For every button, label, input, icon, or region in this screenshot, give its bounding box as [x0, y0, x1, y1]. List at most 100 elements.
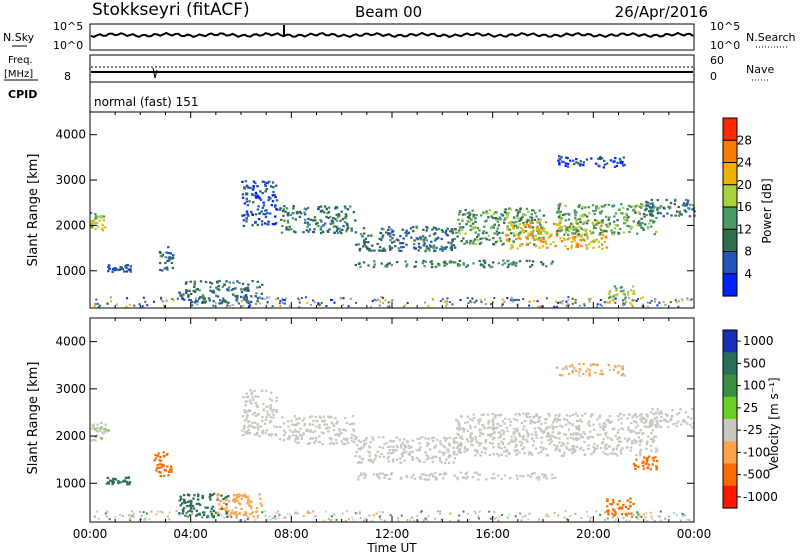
echo-cell — [527, 433, 530, 436]
echo-cell — [543, 473, 547, 476]
echo-cell — [257, 296, 260, 299]
echo-cell — [576, 222, 579, 225]
echo-cell — [669, 201, 673, 205]
ground-scatter-cell — [272, 517, 275, 519]
echo-cell — [492, 472, 495, 475]
echo-cell — [582, 228, 586, 231]
ground-scatter-cell — [690, 298, 693, 301]
echo-cell — [492, 446, 495, 449]
echo-cell — [256, 426, 259, 429]
echo-cell — [455, 441, 458, 444]
echo-cell — [641, 204, 645, 207]
echo-cell — [303, 422, 306, 426]
echo-cell — [171, 266, 175, 270]
echo-cell — [244, 180, 248, 183]
ground-scatter-cell — [109, 296, 112, 299]
echo-cell — [560, 217, 563, 220]
freq-label: Freq. — [8, 55, 33, 66]
echo-cell — [539, 228, 542, 231]
echo-cell — [317, 441, 321, 444]
echo-cell — [366, 247, 369, 250]
echo-cell — [242, 434, 245, 437]
echo-cell — [353, 435, 356, 438]
echo-cell — [427, 457, 430, 460]
echo-cell — [321, 209, 324, 212]
echo-cell — [297, 430, 300, 433]
echo-cell — [563, 233, 566, 236]
echo-cell — [440, 229, 444, 232]
ground-scatter-cell — [528, 304, 531, 307]
echo-cell — [616, 454, 619, 457]
echo-cell — [386, 262, 390, 266]
echo-cell — [521, 243, 524, 246]
echo-cell — [178, 512, 181, 515]
echo-cell — [635, 432, 638, 435]
echo-cell — [513, 234, 516, 237]
echo-cell — [620, 374, 623, 377]
echo-cell — [444, 261, 447, 264]
colorbar-tick-label: -100 — [743, 445, 770, 459]
echo-cell — [389, 452, 393, 455]
echo-cell — [597, 207, 600, 210]
echo-cell — [392, 445, 395, 448]
echo-cell — [259, 502, 262, 505]
echo-cell — [246, 286, 250, 289]
echo-cell — [294, 218, 297, 221]
echo-cell — [623, 216, 626, 219]
echo-cell — [334, 438, 338, 442]
echo-cell — [313, 430, 317, 433]
echo-cell — [466, 212, 470, 215]
echo-cell — [236, 297, 239, 300]
echo-cell — [185, 281, 188, 284]
echo-cell — [402, 448, 405, 451]
echo-cell — [596, 363, 599, 366]
ground-scatter-cell — [434, 517, 436, 520]
echo-cell — [261, 429, 265, 432]
echo-cell — [239, 503, 242, 506]
echo-cell — [528, 234, 531, 237]
ground-scatter-cell — [185, 511, 188, 514]
ground-scatter-cell — [187, 515, 190, 518]
echo-cell — [354, 219, 357, 222]
echo-cell — [472, 226, 475, 229]
echo-cell — [497, 431, 500, 434]
echo-cell — [345, 421, 348, 424]
echo-cell — [473, 238, 477, 241]
echo-cell — [220, 494, 223, 497]
echo-cell — [479, 418, 482, 421]
echo-cell — [254, 295, 257, 298]
echo-cell — [423, 478, 426, 481]
ground-scatter-cell — [632, 513, 635, 516]
echo-cell — [458, 436, 462, 439]
ground-scatter-cell — [244, 519, 247, 522]
echo-cell — [402, 246, 405, 249]
echo-cell — [552, 421, 555, 424]
echo-cell — [531, 437, 534, 440]
echo-cell — [578, 374, 581, 377]
echo-cell — [497, 414, 500, 417]
echo-cell — [310, 415, 313, 418]
echo-cell — [453, 474, 456, 477]
echo-cell — [434, 265, 437, 269]
ground-scatter-cell — [635, 299, 638, 302]
echo-cell — [631, 209, 635, 212]
echo-cell — [296, 417, 300, 420]
echo-cell — [411, 457, 414, 460]
echo-cell — [532, 229, 535, 232]
ground-scatter-cell — [646, 305, 649, 308]
echo-cell — [367, 241, 370, 244]
echo-cell — [244, 411, 247, 414]
echo-cell — [190, 510, 194, 513]
echo-cell — [509, 208, 513, 211]
echo-cell — [255, 431, 259, 434]
echo-cell — [291, 217, 295, 220]
echo-cell — [543, 227, 546, 230]
echo-cell — [333, 231, 336, 234]
ground-scatter-cell — [304, 296, 307, 299]
echo-cell — [292, 230, 296, 233]
echo-cell — [197, 495, 200, 498]
echo-cell — [638, 414, 641, 417]
echo-cell — [586, 235, 589, 238]
echo-cell — [559, 424, 562, 427]
echo-cell — [512, 431, 515, 434]
